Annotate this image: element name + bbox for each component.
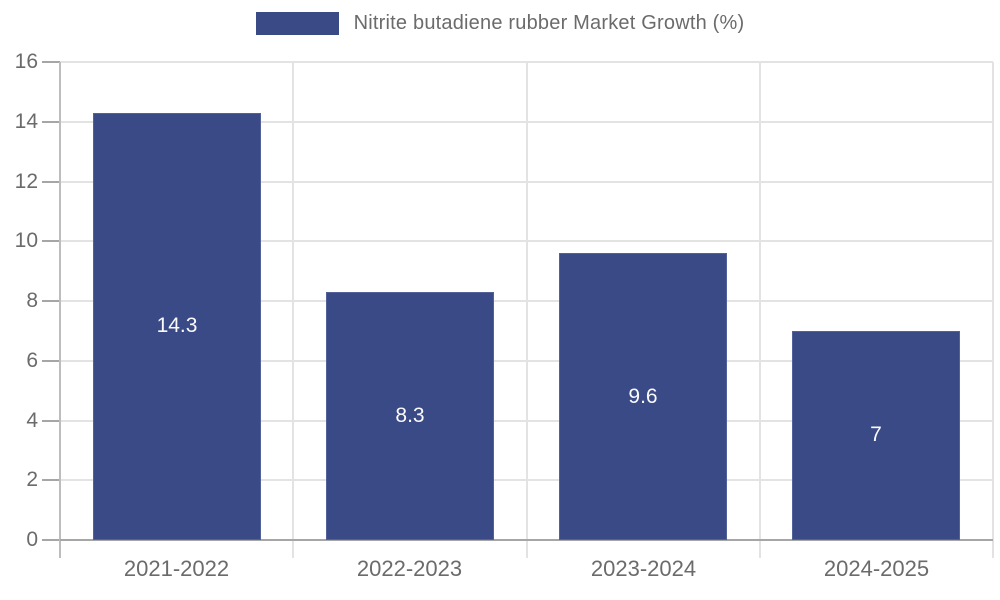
y-axis-tick (42, 180, 60, 183)
y-tick-label: 8 (26, 289, 38, 312)
x-tick-label: 2022-2023 (356, 556, 463, 581)
x-tick-label: 2023-2024 (590, 556, 697, 581)
legend: Nitrite butadiene rubber Market Growth (… (0, 12, 1000, 35)
bar-value-label: 14.3 (156, 314, 198, 337)
y-tick-label: 2 (26, 468, 38, 492)
legend-swatch (255, 12, 339, 35)
y-tick-label: 4 (26, 408, 38, 432)
legend-label: Nitrite butadiene rubber Market Growth (… (353, 12, 745, 34)
y-tick-label: 16 (14, 50, 38, 73)
y-tick-label: 6 (26, 348, 38, 372)
gridline-vertical (292, 62, 295, 558)
bar (93, 112, 261, 540)
gridline-vertical (992, 62, 994, 558)
y-axis-tick (42, 539, 60, 541)
y-axis-tick (42, 240, 60, 243)
y-tick-label: 14 (14, 109, 38, 133)
bar-value-label: 9.6 (628, 385, 658, 408)
y-tick-label: 12 (14, 169, 38, 193)
bar-value-label: 7 (870, 423, 882, 446)
x-tick-label: 2021-2022 (123, 556, 230, 581)
y-tick-label: 10 (14, 229, 38, 253)
y-tick-label: 0 (26, 528, 38, 551)
gridline-vertical (758, 62, 761, 558)
x-tick-label: 2024-2025 (823, 556, 930, 581)
y-axis-tick (42, 479, 60, 482)
gridline-vertical (525, 62, 528, 558)
y-axis-tick (42, 359, 60, 362)
bar (326, 292, 494, 540)
bar-value-label: 8.3 (395, 404, 425, 427)
bar (792, 330, 960, 540)
y-axis-tick (42, 300, 60, 302)
y-axis-tick (42, 120, 60, 123)
y-axis-line (59, 62, 61, 558)
bar (559, 253, 727, 540)
y-axis-tick (42, 419, 60, 422)
y-axis-tick (42, 61, 60, 63)
x-axis-line (60, 539, 993, 541)
